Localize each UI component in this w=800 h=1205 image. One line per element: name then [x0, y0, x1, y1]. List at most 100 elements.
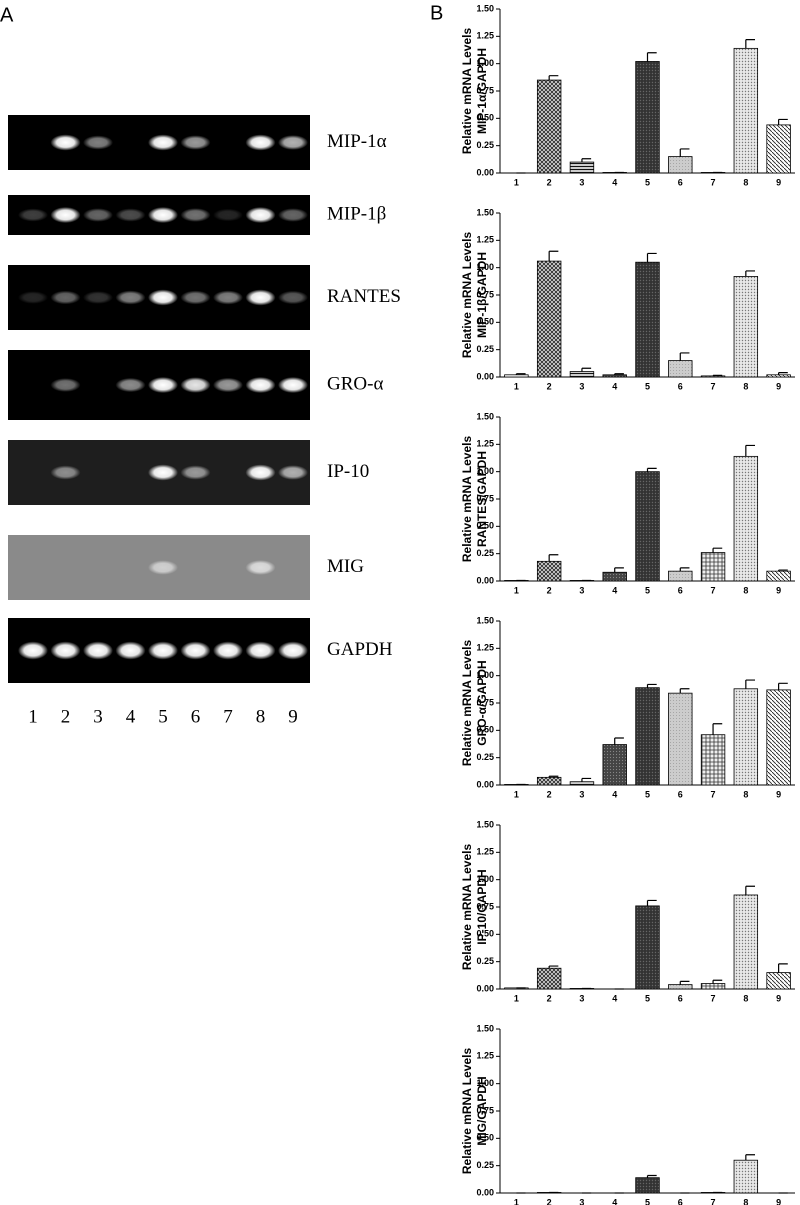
bar: [569, 781, 595, 786]
error-bar: [745, 679, 756, 689]
x-tick-label: 8: [743, 789, 748, 799]
gel-band: [83, 291, 113, 304]
y-tick-label: 0.25: [476, 752, 494, 762]
error-bar: [646, 899, 657, 906]
bar: [733, 455, 759, 582]
error-bar: [712, 374, 723, 376]
x-tick-label: 5: [645, 1197, 650, 1205]
bar: [536, 79, 562, 174]
error-bar: [778, 963, 788, 973]
gel-band: [180, 465, 211, 480]
gel-band: [180, 377, 211, 393]
y-tick-label: 0.50: [476, 521, 494, 531]
bar: [536, 1192, 562, 1194]
y-axis-label: Relative mRNA Levels: [460, 436, 474, 563]
error-bar: [548, 775, 559, 778]
gel-band: [213, 290, 243, 305]
gel-band: [180, 208, 211, 222]
error-bar: [581, 777, 592, 782]
error-bar: [679, 980, 690, 985]
gel-band: [180, 290, 211, 305]
x-tick-label: 1: [514, 177, 519, 187]
bar: [668, 692, 693, 786]
gel-band: [278, 377, 308, 393]
bar: [635, 261, 660, 378]
bar: [635, 471, 660, 582]
bar: [668, 156, 693, 174]
x-tick-label: 9: [776, 585, 781, 595]
gel-band: [245, 560, 276, 575]
error-bar: [581, 158, 592, 163]
lane-label: 9: [288, 706, 298, 727]
y-tick-label: 1.00: [476, 262, 494, 272]
x-tick-label: 8: [743, 1197, 748, 1205]
y-tick-label: 0.00: [476, 371, 494, 381]
gel-band: [245, 464, 276, 481]
y-tick-label: 0.25: [476, 956, 494, 966]
gel-band: [50, 641, 81, 660]
gel-band: [278, 465, 308, 480]
x-tick-label: 4: [612, 993, 617, 1003]
chart: 0.00 0.25 0.50 0.75 1.00 1.25 1.50 Relative mRN…: [460, 207, 795, 391]
x-tick-label: 5: [645, 993, 650, 1003]
x-tick-label: 3: [579, 789, 584, 799]
y-tick-label: 1.25: [476, 439, 494, 449]
bar: [700, 375, 726, 378]
x-tick-label: 5: [645, 789, 650, 799]
x-tick-label: 2: [547, 1197, 552, 1205]
error-bar: [614, 373, 624, 375]
error-bar: [581, 367, 592, 372]
x-tick-label: 2: [547, 585, 552, 595]
error-bar: [548, 965, 559, 969]
bar: [766, 689, 791, 786]
x-tick-label: 5: [645, 177, 650, 187]
gel-band: [50, 290, 81, 305]
gel-band: [278, 208, 308, 222]
bar: [635, 905, 660, 990]
bar: [668, 570, 693, 582]
y-tick-label: 1.00: [476, 58, 494, 68]
y-axis-label: GRO-α/GAPDH: [475, 660, 489, 745]
gel-band: [148, 377, 178, 393]
x-tick-label: 9: [776, 993, 781, 1003]
error-bar: [745, 885, 756, 895]
x-tick-label: 9: [776, 381, 781, 391]
gel-band: [18, 641, 48, 660]
y-tick-label: 1.00: [476, 874, 494, 884]
bar: [766, 124, 791, 174]
y-tick-label: 0.00: [476, 779, 494, 789]
x-tick-label: 1: [514, 789, 519, 799]
y-tick-label: 0.25: [476, 140, 494, 150]
gel-band: [148, 289, 178, 306]
y-tick-label: 1.50: [476, 411, 494, 421]
x-tick-label: 6: [678, 993, 683, 1003]
x-tick-label: 4: [612, 381, 617, 391]
x-tick-label: 6: [678, 789, 683, 799]
lane-label: 3: [93, 706, 103, 727]
bar: [766, 570, 791, 582]
x-tick-label: 4: [612, 177, 617, 187]
y-tick-label: 0.50: [476, 317, 494, 327]
gel-band: [213, 377, 243, 393]
x-tick-label: 4: [612, 1197, 617, 1205]
gel-band: [18, 208, 48, 222]
y-tick-label: 0.25: [476, 1160, 494, 1170]
error-bar: [646, 52, 657, 62]
error-bar: [548, 75, 559, 81]
lane-label: 5: [158, 706, 168, 727]
bar: [635, 1177, 660, 1194]
error-bar: [679, 567, 690, 572]
x-tick-label: 3: [579, 585, 584, 595]
gel-band: [278, 641, 308, 660]
gel-band: [278, 290, 308, 305]
error-bar: [712, 723, 723, 735]
bar: [635, 61, 660, 174]
lane-label: 1: [28, 706, 38, 727]
bar: [733, 47, 759, 174]
bar: [504, 374, 529, 378]
x-tick-label: 3: [579, 1197, 584, 1205]
chart: 0.00 0.25 0.50 0.75 1.00 1.25 1.50 Relative mRN…: [460, 819, 795, 1003]
chart: 0.00 0.25 0.50 0.75 1.00 1.25 1.50 Relative mRN…: [460, 3, 795, 187]
chart: 0.00 0.25 0.50 0.75 1.00 1.25 1.50 Relative mRN…: [460, 411, 795, 595]
y-tick-label: 0.50: [476, 929, 494, 939]
